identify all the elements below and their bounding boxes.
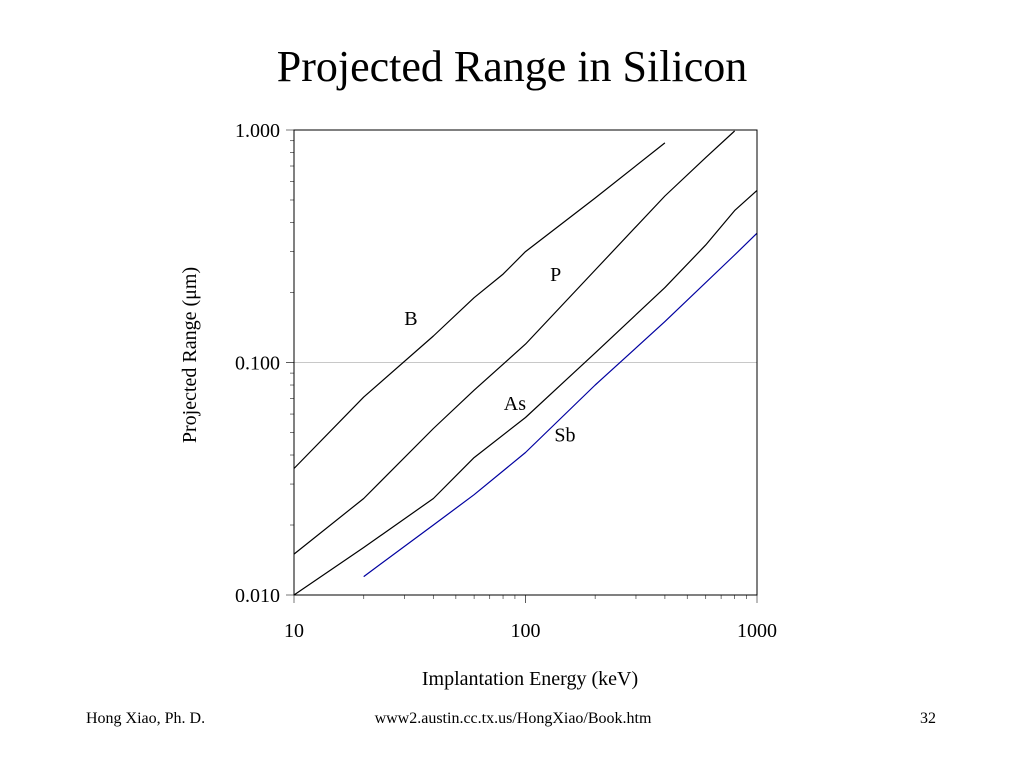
y-tick-label: 1.000: [235, 120, 280, 142]
series-line-as: [293, 189, 758, 596]
tick-label-layer: 0.010 0.100 1.000 10 100 1000: [235, 120, 777, 642]
series-label-layer: B P As Sb: [404, 264, 575, 446]
y-tick-label: 0.100: [235, 353, 280, 375]
x-axis-label: Implantation Energy (keV): [422, 668, 638, 690]
slide-title: Projected Range in Silicon: [276, 42, 748, 91]
series-layer: [293, 130, 758, 596]
series-line-sb: [363, 232, 758, 578]
x-tick-label: 1000: [737, 620, 777, 642]
series-line-b: [293, 142, 666, 469]
slide-number: 32: [920, 710, 936, 727]
minor-tick-layer: [286, 129, 758, 603]
y-tick-label: 0.010: [235, 585, 280, 607]
plot-frame: [293, 129, 758, 596]
series-label-as: As: [504, 393, 526, 415]
x-tick-label: 100: [511, 620, 541, 642]
x-tick-label: 10: [284, 620, 304, 642]
series-label-p: P: [550, 264, 561, 286]
y-axis-label: Projected Range (μm): [179, 267, 201, 443]
footer-author: Hong Xiao, Ph. D.: [86, 710, 206, 727]
series-label-b: B: [404, 308, 417, 330]
series-line-p: [293, 130, 736, 555]
series-label-sb: Sb: [554, 425, 575, 447]
footer-url: www2.austin.cc.tx.us/HongXiao/Book.htm: [374, 710, 652, 727]
